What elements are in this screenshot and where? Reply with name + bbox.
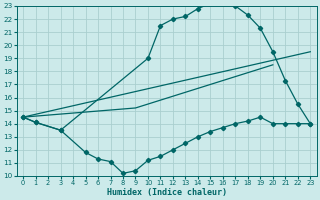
X-axis label: Humidex (Indice chaleur): Humidex (Indice chaleur) [107, 188, 227, 197]
